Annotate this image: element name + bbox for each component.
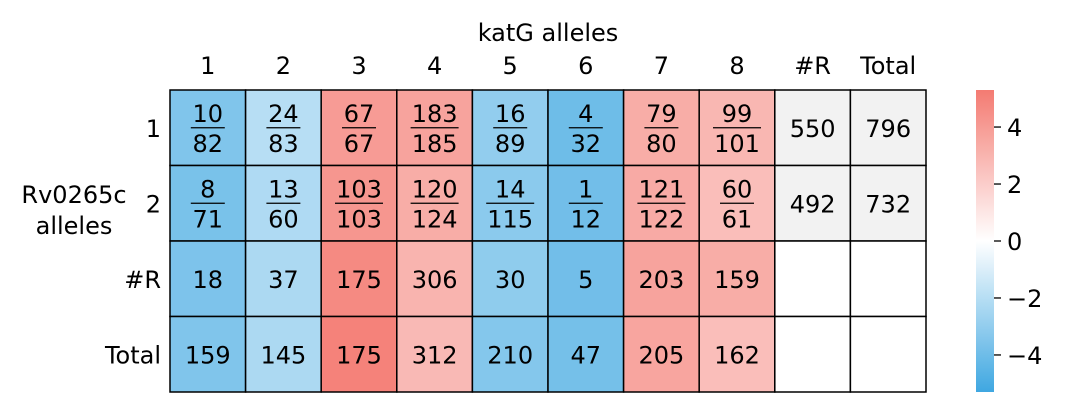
cell-numerator: 1 [578,175,593,203]
cell-value: 30 [495,266,526,294]
column-label: #R [794,52,831,80]
cell-value: 492 [790,190,836,218]
heatmap-cell [849,164,927,242]
cell-denominator: 122 [638,205,684,233]
column-label: Total [859,52,916,80]
colorbar-tick-label: 0 [1007,228,1022,256]
cell-numerator: 10 [193,100,224,128]
cell-value: 159 [714,266,760,294]
cell-value: 162 [714,341,760,369]
column-label: 1 [200,52,215,80]
heatmap-cell [244,240,322,318]
cell-numerator: 67 [344,100,375,128]
heatmap-cell [774,240,852,318]
column-label: 7 [654,52,669,80]
cell-value: 47 [571,341,602,369]
cell-denominator: 32 [571,130,602,158]
cell-numerator: 120 [412,175,458,203]
cell-denominator: 80 [646,130,677,158]
colorbar-tick-label: −2 [1007,285,1042,313]
column-label: 8 [729,52,744,80]
cell-value: 5 [578,266,593,294]
cell-value: 203 [638,266,684,294]
cell-denominator: 103 [336,205,382,233]
cell-value: 175 [336,266,382,294]
heatmap-cell [698,240,776,318]
heatmap-cell [849,240,927,318]
cell-value: 205 [638,341,684,369]
cell-value: 312 [412,341,458,369]
row-label: 1 [146,115,161,143]
cell-value: 145 [260,341,306,369]
colorbar: 4 2 0 −2 −4 [976,90,1042,392]
column-label: 4 [427,52,442,80]
cell-numerator: 79 [646,100,677,128]
cell-value: 18 [193,266,224,294]
colorbar-tick-label: −4 [1007,342,1042,370]
cell-denominator: 61 [722,205,753,233]
cell-value: 210 [487,341,533,369]
cell-numerator: 99 [722,100,753,128]
column-label: 2 [276,52,291,80]
heatmap-cell [774,164,852,242]
colorbar-tick-label: 4 [1007,114,1022,142]
cell-numerator: 24 [268,100,299,128]
cell-denominator: 67 [344,130,375,158]
cell-numerator: 14 [495,175,526,203]
cell-denominator: 124 [412,205,458,233]
column-label: 3 [351,52,366,80]
cell-denominator: 71 [193,205,224,233]
cell-denominator: 115 [487,205,533,233]
column-label: 6 [578,52,593,80]
cell-numerator: 13 [268,175,299,203]
cell-value: 550 [790,115,836,143]
column-labels: 1 2 3 4 5 6 7 8 #R Total [200,52,916,80]
cell-denominator: 82 [193,130,224,158]
heatmap-cell [169,240,247,318]
cell-denominator: 60 [268,205,299,233]
cell-numerator: 16 [495,100,526,128]
row-label: 2 [146,190,161,218]
cell-numerator: 121 [638,175,684,203]
row-label: #R [124,266,161,294]
heatmap-cell [849,89,927,167]
cell-value: 796 [865,115,911,143]
column-label: 5 [503,52,518,80]
y-axis-label: Rv0265c alleles [21,181,126,240]
heatmap-cell [244,315,322,393]
cell-denominator: 101 [714,130,760,158]
chart-title: katG alleles [478,19,619,47]
heatmap-cell [849,315,927,393]
cell-value: 37 [268,266,299,294]
cell-denominator: 185 [412,130,458,158]
heatmap-cell [622,240,700,318]
cell-numerator: 8 [200,175,215,203]
cell-value: 159 [185,341,231,369]
cell-denominator: 12 [571,205,602,233]
heatmap-cell [698,315,776,393]
cell-denominator: 89 [495,130,526,158]
cell-numerator: 4 [578,100,593,128]
heatmap-cell [320,240,398,318]
cell-value: 306 [412,266,458,294]
colorbar-tick-label: 2 [1007,171,1022,199]
colorbar-gradient [976,90,994,392]
heatmap-cell [547,240,625,318]
cell-numerator: 183 [412,100,458,128]
cell-value: 175 [336,341,382,369]
cell-numerator: 103 [336,175,382,203]
heatmap-cell [547,315,625,393]
cell-denominator: 83 [268,130,299,158]
heatmap-cell [774,315,852,393]
cell-value: 732 [865,190,911,218]
heatmap-cell [396,315,474,393]
row-label: Total [104,341,161,369]
heatmap-cell [622,315,700,393]
row-labels: 1 2 #R Total [104,115,161,370]
cell-numerator: 60 [722,175,753,203]
